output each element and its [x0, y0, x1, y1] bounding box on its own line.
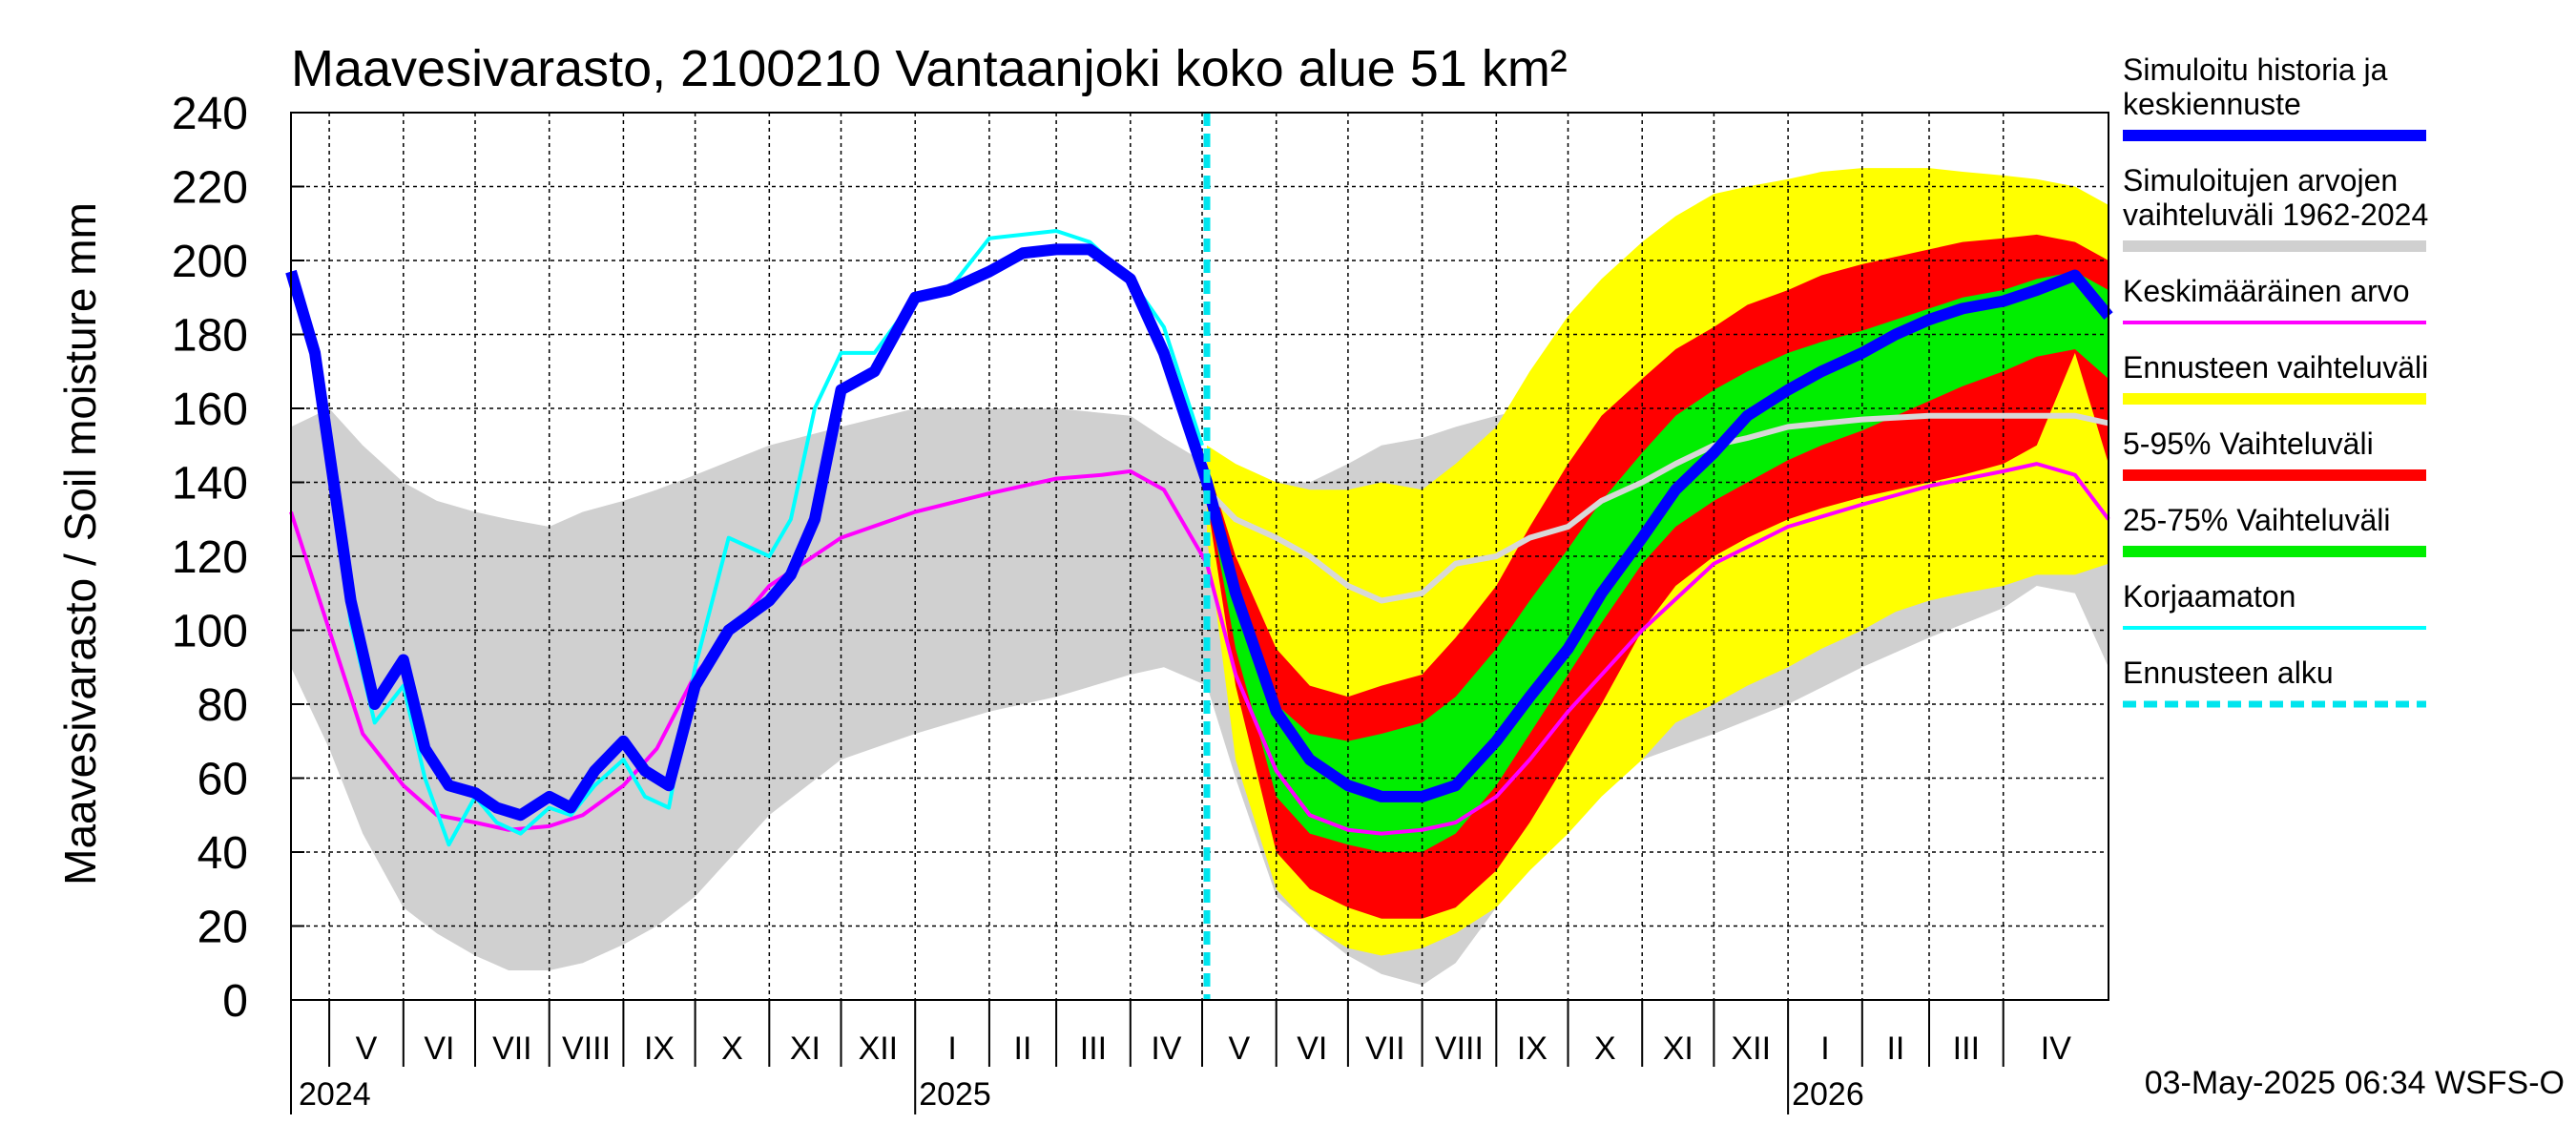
- legend-label-0: Simuloitu historia ja: [2123, 52, 2388, 87]
- month-label-6: XI: [790, 1030, 821, 1067]
- month-label-8: I: [947, 1030, 956, 1067]
- month-label-12: V: [1229, 1030, 1251, 1067]
- y-tick-label-12: 240: [172, 89, 248, 139]
- legend-label-3: Ennusteen vaihteluväli: [2123, 350, 2428, 385]
- month-label-2: VII: [492, 1030, 532, 1067]
- year-label-0: 2024: [299, 1076, 371, 1113]
- month-label-16: IX: [1517, 1030, 1548, 1067]
- month-label-21: II: [1886, 1030, 1904, 1067]
- series-line-3: [285, 243, 2113, 822]
- y-tick-labels: 0 20 40 60 80 100 120 140 160 180 200 220 240: [172, 89, 248, 1027]
- grid-lines: [291, 112, 2109, 1001]
- month-label-9: II: [1014, 1030, 1032, 1067]
- legend-label-2: Keskimääräinen arvo: [2123, 274, 2410, 308]
- y-tick-label-2: 40: [197, 828, 248, 879]
- year-label-1: 2025: [919, 1076, 991, 1113]
- month-label-18: XI: [1663, 1030, 1693, 1067]
- y-tick-label-9: 180: [172, 311, 248, 362]
- month-label-7: XII: [859, 1030, 899, 1067]
- month-label-5: X: [721, 1030, 743, 1067]
- month-label-22: III: [1953, 1030, 1980, 1067]
- month-label-17: X: [1594, 1030, 1616, 1067]
- legend-label-6: Korjaamaton: [2123, 579, 2296, 614]
- y-tick-label-0: 0: [222, 976, 248, 1027]
- chart-title: Maavesivarasto, 2100210 Vantaanjoki koko…: [291, 40, 1568, 97]
- month-label-1: VI: [424, 1030, 454, 1067]
- month-labels: V VI VII VIII IX X XI XII I II III IV V VI VII VIII IX X X…: [356, 1030, 2072, 1067]
- timestamp: 03-May-2025 06:34 WSFS-O: [2145, 1065, 2565, 1101]
- legend-label-1: Simuloitujen arvojen: [2123, 163, 2398, 198]
- y-tick-label-3: 60: [197, 755, 248, 805]
- y-tick-label-7: 140: [172, 459, 248, 510]
- y-tick-label-10: 200: [172, 237, 248, 287]
- legend-label-7: Ennusteen alku: [2123, 656, 2334, 690]
- month-label-11: IV: [1151, 1030, 1181, 1067]
- y-tick-label-5: 100: [172, 607, 248, 657]
- year-label-2: 2026: [1792, 1076, 1864, 1113]
- legend-label-4: 5-95% Vaihteluväli: [2123, 427, 2374, 461]
- month-label-20: I: [1820, 1030, 1829, 1067]
- month-label-13: VI: [1297, 1030, 1327, 1067]
- month-label-23: IV: [2041, 1030, 2071, 1067]
- series-lines: [285, 229, 2113, 847]
- month-label-4: IX: [644, 1030, 675, 1067]
- y-tick-label-1: 20: [197, 903, 248, 953]
- y-tick-label-4: 80: [197, 680, 248, 731]
- legend-label-5: 25-75% Vaihteluväli: [2123, 503, 2390, 537]
- y-tick-label-6: 120: [172, 532, 248, 583]
- y-tick-label-11: 220: [172, 163, 248, 214]
- month-label-0: V: [356, 1030, 378, 1067]
- year-labels: 2024 2025 2026: [299, 1076, 1864, 1113]
- legend-label-0: keskiennuste: [2123, 87, 2301, 121]
- month-label-19: XII: [1731, 1030, 1771, 1067]
- axis-ticks: [290, 112, 2005, 1114]
- legend-label-1: vaihteluväli 1962-2024: [2123, 198, 2428, 232]
- month-label-14: VII: [1365, 1030, 1405, 1067]
- series-line-0: [1204, 412, 2109, 604]
- month-label-3: VIII: [562, 1030, 611, 1067]
- month-label-10: III: [1080, 1030, 1107, 1067]
- y-axis-label: Maavesivarasto / Soil moisture mm: [55, 202, 105, 885]
- month-label-15: VIII: [1435, 1030, 1484, 1067]
- y-tick-label-8: 160: [172, 385, 248, 435]
